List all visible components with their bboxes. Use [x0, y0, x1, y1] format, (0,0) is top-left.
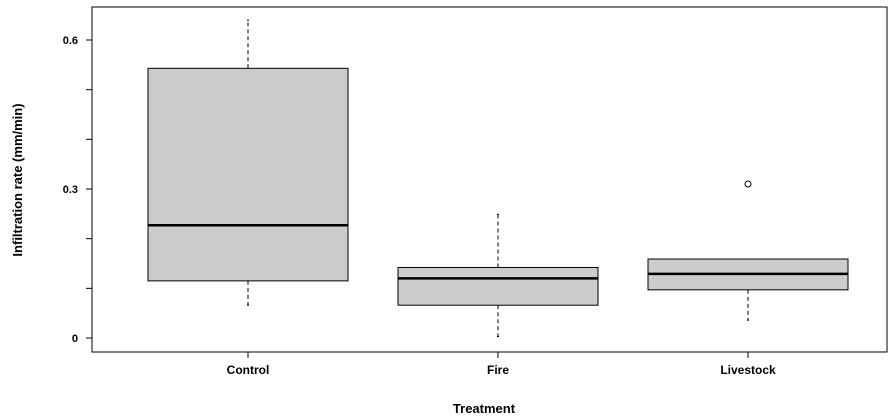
box-control — [147, 19, 349, 306]
iqr-box — [147, 67, 349, 282]
boxes — [147, 19, 849, 338]
plot-frame — [91, 6, 888, 353]
y-tick-label: 0.3 — [63, 184, 78, 196]
y-axis-title: Infiltration rate (mm/min) — [10, 103, 25, 256]
y-axis: 0 0.3 0.6 — [63, 35, 92, 345]
x-tick-label: Fire — [487, 363, 509, 377]
y-tick-label: 0.6 — [63, 35, 78, 47]
x-axis: Control Fire Livestock — [227, 352, 776, 377]
x-tick-label: Livestock — [720, 363, 776, 377]
x-tick-label: Control — [227, 363, 270, 377]
box-livestock — [647, 180, 849, 321]
outlier-point — [744, 180, 752, 188]
y-tick-label: 0 — [72, 333, 78, 345]
x-axis-title: Treatment — [453, 401, 516, 416]
box-fire — [397, 213, 599, 338]
iqr-box — [397, 266, 599, 306]
